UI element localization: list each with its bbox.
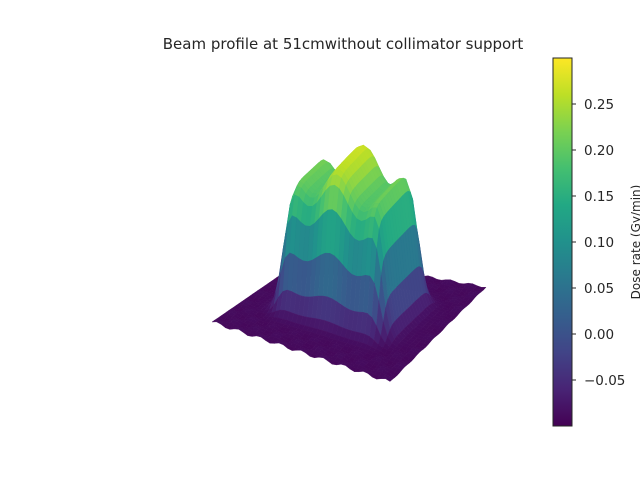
colorbar-tick-label: 0.10 xyxy=(584,235,614,251)
colorbar-ticks: 0.25 0.20 0.15 0.10 0.05 0.00 −0.05 xyxy=(572,97,625,389)
colorbar-tick-label: 0.25 xyxy=(584,97,614,113)
surface-plot xyxy=(211,144,487,382)
colorbar-label: Dose rate (Gy/min) xyxy=(629,185,640,300)
colorbar-tick-label: 0.05 xyxy=(584,281,614,297)
chart-title: Beam profile at 51cmwithout collimator s… xyxy=(163,35,524,53)
colorbar-tick-label: 0.20 xyxy=(584,143,614,159)
colorbar-gradient xyxy=(552,57,573,427)
colorbar-tick-label: 0.15 xyxy=(584,189,614,205)
colorbar: 0.25 0.20 0.15 0.10 0.05 0.00 −0.05 Dose rate … xyxy=(552,57,640,427)
surface-patch xyxy=(385,377,393,382)
colorbar-tick-label: −0.05 xyxy=(584,373,625,389)
colorbar-tick-label: 0.00 xyxy=(584,327,614,343)
